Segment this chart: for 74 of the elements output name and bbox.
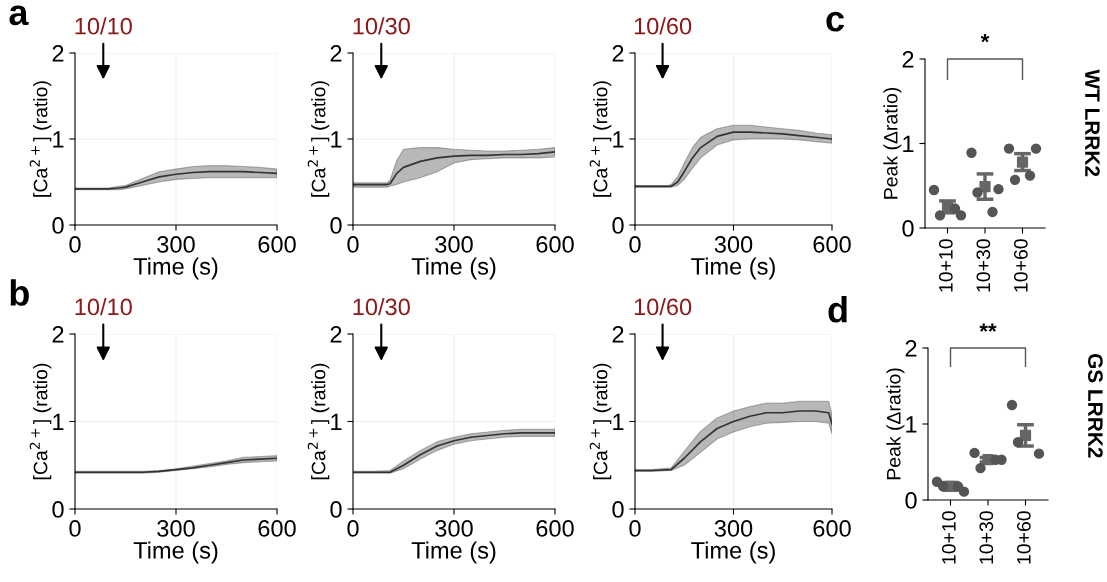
chart-title: 10/10 <box>75 17 132 35</box>
x-tick-label: 300 <box>157 236 195 253</box>
text: * <box>980 34 990 43</box>
chart-title: 10/30 <box>353 17 410 35</box>
text: WT LRRK2 <box>1085 69 1100 177</box>
y-tick-label: 2 <box>905 340 917 357</box>
y-axis-title: [Ca$^{2+}$] (ratio) <box>29 81 52 197</box>
y-axis-title: [Ca$^{2+}$] (ratio) <box>29 363 52 480</box>
y-tick-label: 2 <box>612 326 624 343</box>
y-tick-label: 2 <box>52 45 64 62</box>
x-tick-label: 10+60 <box>1016 511 1031 564</box>
x-tick-label: 300 <box>435 520 473 537</box>
x-tick-label: 600 <box>536 236 574 253</box>
y-axis-title: [Ca$^{2+}$] (ratio) <box>307 81 330 197</box>
x-tick-label: 300 <box>435 236 473 253</box>
y-tick-label: 2 <box>52 326 64 343</box>
x-tick-label: 10+10 <box>941 511 956 564</box>
y-tick-label: 1 <box>613 131 624 148</box>
y-tick-label: 0 <box>902 220 914 237</box>
x-axis-title: Time (s) <box>133 541 218 564</box>
chart-title: 10/60 <box>634 297 692 316</box>
y-tick-label: 2 <box>330 326 342 343</box>
y-tick-label: 0 <box>330 217 342 234</box>
x-tick-label: 300 <box>157 520 195 537</box>
y-axis-title: [Ca$^{2+}$] (ratio) <box>589 81 612 197</box>
x-tick-label: 0 <box>629 236 641 253</box>
text: ** <box>979 323 997 332</box>
text: d <box>828 296 847 323</box>
x-tick-label: 0 <box>69 236 81 253</box>
text: a <box>9 5 29 26</box>
x-tick-label: 10+30 <box>979 511 994 564</box>
y-tick-label: 1 <box>903 135 914 153</box>
y-tick-label: 1 <box>331 413 342 431</box>
x-tick-label: 0 <box>629 520 641 537</box>
y-tick-label: 0 <box>52 217 64 234</box>
x-tick-label: 0 <box>347 520 359 537</box>
y-tick-label: 1 <box>906 416 917 433</box>
x-tick-label: 10+60 <box>1013 239 1028 292</box>
x-tick-label: 300 <box>714 520 753 537</box>
x-tick-label: 600 <box>536 520 574 537</box>
x-axis-title: Time (s) <box>411 257 496 280</box>
x-tick-label: 10+10 <box>938 239 953 292</box>
x-tick-label: 600 <box>813 520 851 537</box>
text: GS LRRK2 <box>1088 353 1103 458</box>
x-axis-title: Time (s) <box>411 541 496 564</box>
chart-title: 10/30 <box>353 297 410 316</box>
y-tick-label: 2 <box>330 45 342 62</box>
y-axis-title: [Ca$^{2+}$] (ratio) <box>589 363 612 480</box>
x-tick-label: 600 <box>813 236 851 253</box>
chart-title: 10/60 <box>634 17 692 35</box>
y-tick-label: 2 <box>612 45 624 62</box>
x-tick-label: 0 <box>69 520 81 537</box>
y-tick-label: 2 <box>902 51 914 68</box>
x-axis-title: Time (s) <box>133 257 218 280</box>
x-axis-title: Time (s) <box>691 257 775 280</box>
chart-title: 10/10 <box>75 297 132 316</box>
text: b <box>10 279 29 306</box>
x-axis-title: Time (s) <box>691 541 775 564</box>
y-axis-title: Peak (Δratio) <box>883 87 902 199</box>
y-tick-label: 0 <box>905 492 917 509</box>
y-tick-label: 1 <box>53 413 64 431</box>
x-tick-label: 600 <box>258 520 296 537</box>
line-series <box>75 170 277 190</box>
y-axis-title: [Ca$^{2+}$] (ratio) <box>307 363 330 480</box>
y-tick-label: 1 <box>53 131 64 148</box>
text: c <box>826 11 844 32</box>
x-tick-label: 600 <box>258 236 296 253</box>
y-axis-title: Peak (Δratio) <box>886 368 905 480</box>
y-tick-label: 1 <box>613 413 624 431</box>
y-tick-label: 1 <box>331 131 342 148</box>
y-tick-label: 0 <box>612 217 624 234</box>
x-tick-label: 300 <box>714 236 753 253</box>
x-tick-label: 10+30 <box>976 239 991 292</box>
x-tick-label: 0 <box>347 236 359 253</box>
